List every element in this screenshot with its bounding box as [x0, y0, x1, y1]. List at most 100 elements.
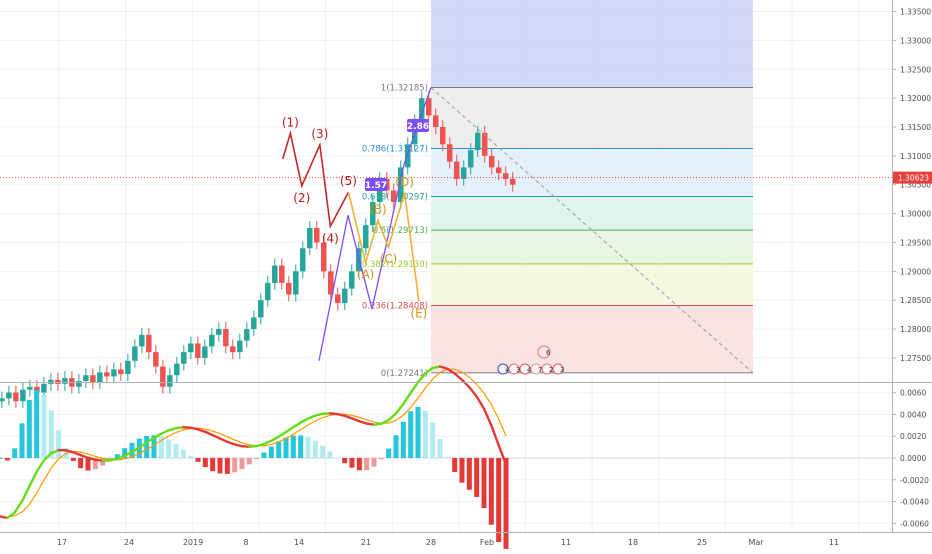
- elliott-impulse-label: (4): [322, 231, 339, 245]
- time-axis-label: 11: [829, 538, 839, 547]
- macd-histogram-bar: [291, 436, 296, 458]
- candle-body: [0, 398, 5, 401]
- candle-body: [237, 341, 243, 353]
- macd-histogram-bar: [12, 448, 17, 458]
- macd-line-segment: [286, 427, 293, 432]
- candle-body: [293, 271, 299, 294]
- candle-body: [167, 375, 173, 387]
- candle-body: [62, 378, 68, 384]
- macd-line-segment: [205, 432, 212, 435]
- macd-histogram-bar: [42, 395, 47, 458]
- candle-body: [510, 179, 515, 185]
- macd-histogram-bar: [181, 450, 186, 458]
- macd-axis-label: -0.0020: [900, 476, 929, 485]
- macd-line-segment: [271, 437, 278, 441]
- candle-body: [489, 156, 495, 168]
- macd-line-segment: [455, 374, 462, 380]
- price-axis-label: 1.33000: [900, 36, 931, 45]
- candle-body: [20, 390, 26, 402]
- candle-body: [181, 352, 187, 364]
- candle-body: [13, 393, 19, 402]
- candle-body: [265, 283, 271, 300]
- current-price-label: 1.30623: [898, 174, 929, 183]
- macd-histogram-bar: [27, 400, 32, 458]
- macd-line-segment: [15, 501, 22, 512]
- macd-histogram-bar: [306, 437, 311, 458]
- macd-histogram-bar: [20, 423, 25, 458]
- macd-histogram-bar: [78, 458, 83, 468]
- macd-histogram-bar: [269, 447, 274, 458]
- macd-histogram-bar: [203, 458, 208, 467]
- fibonacci-zones: 1(1.32185)0.786(1.31127)0.618(1.30297)0.…: [362, 0, 753, 379]
- elliott-impulse-label: (3): [311, 127, 328, 141]
- candle-body: [153, 352, 159, 366]
- pattern-badge-label: 2.86: [407, 122, 429, 132]
- candle-body: [209, 335, 215, 347]
- candle-body: [188, 343, 194, 352]
- candle-body: [475, 133, 481, 150]
- macd-line-segment: [396, 404, 403, 413]
- fib-zone: [431, 149, 753, 197]
- candle-body: [342, 289, 348, 303]
- macd-line-segment: [161, 430, 168, 433]
- macd-histogram-bar: [328, 451, 333, 458]
- price-axis-label: 1.33500: [900, 8, 931, 17]
- macd-histogram-bar: [320, 446, 325, 458]
- time-axis-label: 18: [628, 538, 638, 547]
- candle-body: [104, 372, 110, 376]
- candle-body: [454, 162, 460, 179]
- candle-body: [496, 167, 502, 173]
- fib-zone: [431, 196, 753, 230]
- macd-histogram-bar: [298, 435, 303, 458]
- fib-level-label: 1(1.32185): [381, 83, 428, 93]
- candle-body: [279, 266, 285, 283]
- macd-histogram-bar: [174, 444, 179, 458]
- macd-histogram-bar: [350, 458, 355, 468]
- macd-histogram-bar: [247, 458, 252, 464]
- macd-histogram-bar: [423, 411, 428, 458]
- candle-body: [174, 364, 180, 376]
- macd-histogram-bar: [71, 458, 76, 461]
- macd-histogram-bar: [401, 422, 406, 458]
- price-axis-label: 1.29000: [900, 267, 931, 276]
- macd-histogram-bar: [218, 458, 223, 473]
- candle-body: [251, 318, 257, 330]
- macd-histogram-bar: [482, 458, 487, 508]
- price-axis-label: 1.32000: [900, 94, 931, 103]
- candle-body: [48, 380, 54, 384]
- candle-body: [6, 393, 11, 399]
- macd-histogram-bar: [430, 422, 435, 458]
- macd-axis-label: 0.0020: [900, 432, 926, 441]
- candle-body: [202, 346, 208, 358]
- event-badge-label: 6: [546, 349, 551, 357]
- candle-body: [125, 361, 131, 374]
- macd-histogram-bar: [386, 449, 391, 458]
- candle-body: [76, 381, 82, 387]
- candle-body: [335, 294, 341, 303]
- macd-histogram-bar: [144, 436, 149, 458]
- price-axis-label: 1.31500: [900, 123, 931, 132]
- candle-body: [321, 242, 327, 271]
- candle-body: [27, 387, 33, 390]
- macd-axis-label: 0.0060: [900, 389, 926, 398]
- macd-line-segment: [220, 439, 227, 442]
- candle-body: [307, 228, 313, 248]
- macd-histogram-bar: [166, 440, 171, 458]
- event-badge-label: 3: [560, 366, 564, 374]
- price-axis-label: 1.31000: [900, 152, 931, 161]
- macd-line-segment: [213, 435, 220, 438]
- candle-body: [118, 369, 124, 374]
- price-axis-label: 1.29500: [900, 238, 931, 247]
- macd-histogram-bar: [474, 458, 479, 497]
- candle-body: [363, 225, 369, 248]
- macd-histogram-bar: [210, 458, 215, 471]
- macd-axis-label: -0.0040: [900, 498, 929, 507]
- macd-histogram-bar: [262, 452, 267, 458]
- time-axis-label: 14: [294, 538, 304, 547]
- time-axis-label: 24: [124, 538, 134, 547]
- macd-histogram-bar: [379, 458, 384, 459]
- macd-line-segment: [484, 409, 491, 426]
- time-axis-label: 21: [361, 538, 371, 547]
